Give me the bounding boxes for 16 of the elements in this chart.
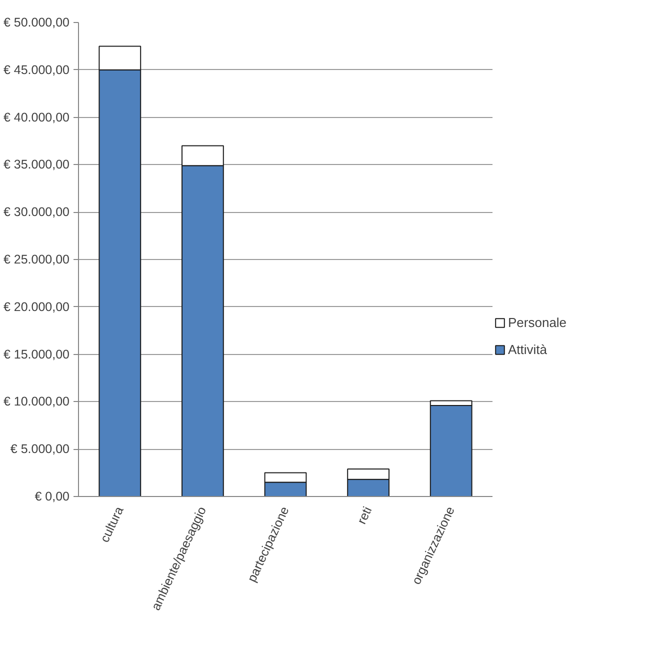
y-tick-label: € 0,00 bbox=[34, 490, 70, 504]
y-tick-label: € 45.000,00 bbox=[3, 62, 70, 77]
y-tick-label: € 50.000,00 bbox=[3, 16, 70, 30]
y-tick-label: € 10.000,00 bbox=[3, 394, 70, 409]
y-tick-label: € 20.000,00 bbox=[3, 300, 70, 314]
y-tick-label: € 5.000,00 bbox=[10, 442, 70, 456]
y-tick-label: € 35.000,00 bbox=[3, 158, 70, 172]
bar bbox=[430, 404, 472, 496]
y-tick-label: € 25.000,00 bbox=[3, 252, 70, 266]
y-tick-label: € 40.000,00 bbox=[3, 110, 70, 124]
legend-label: Attività bbox=[508, 342, 548, 357]
legend-label: Personale bbox=[508, 314, 567, 330]
x-tick-label: reti bbox=[354, 504, 375, 526]
y-tick-label: € 30.000,00 bbox=[3, 205, 70, 220]
x-tick-label: cultura bbox=[98, 504, 126, 544]
y-tick-label: € 15.000,00 bbox=[3, 347, 70, 362]
